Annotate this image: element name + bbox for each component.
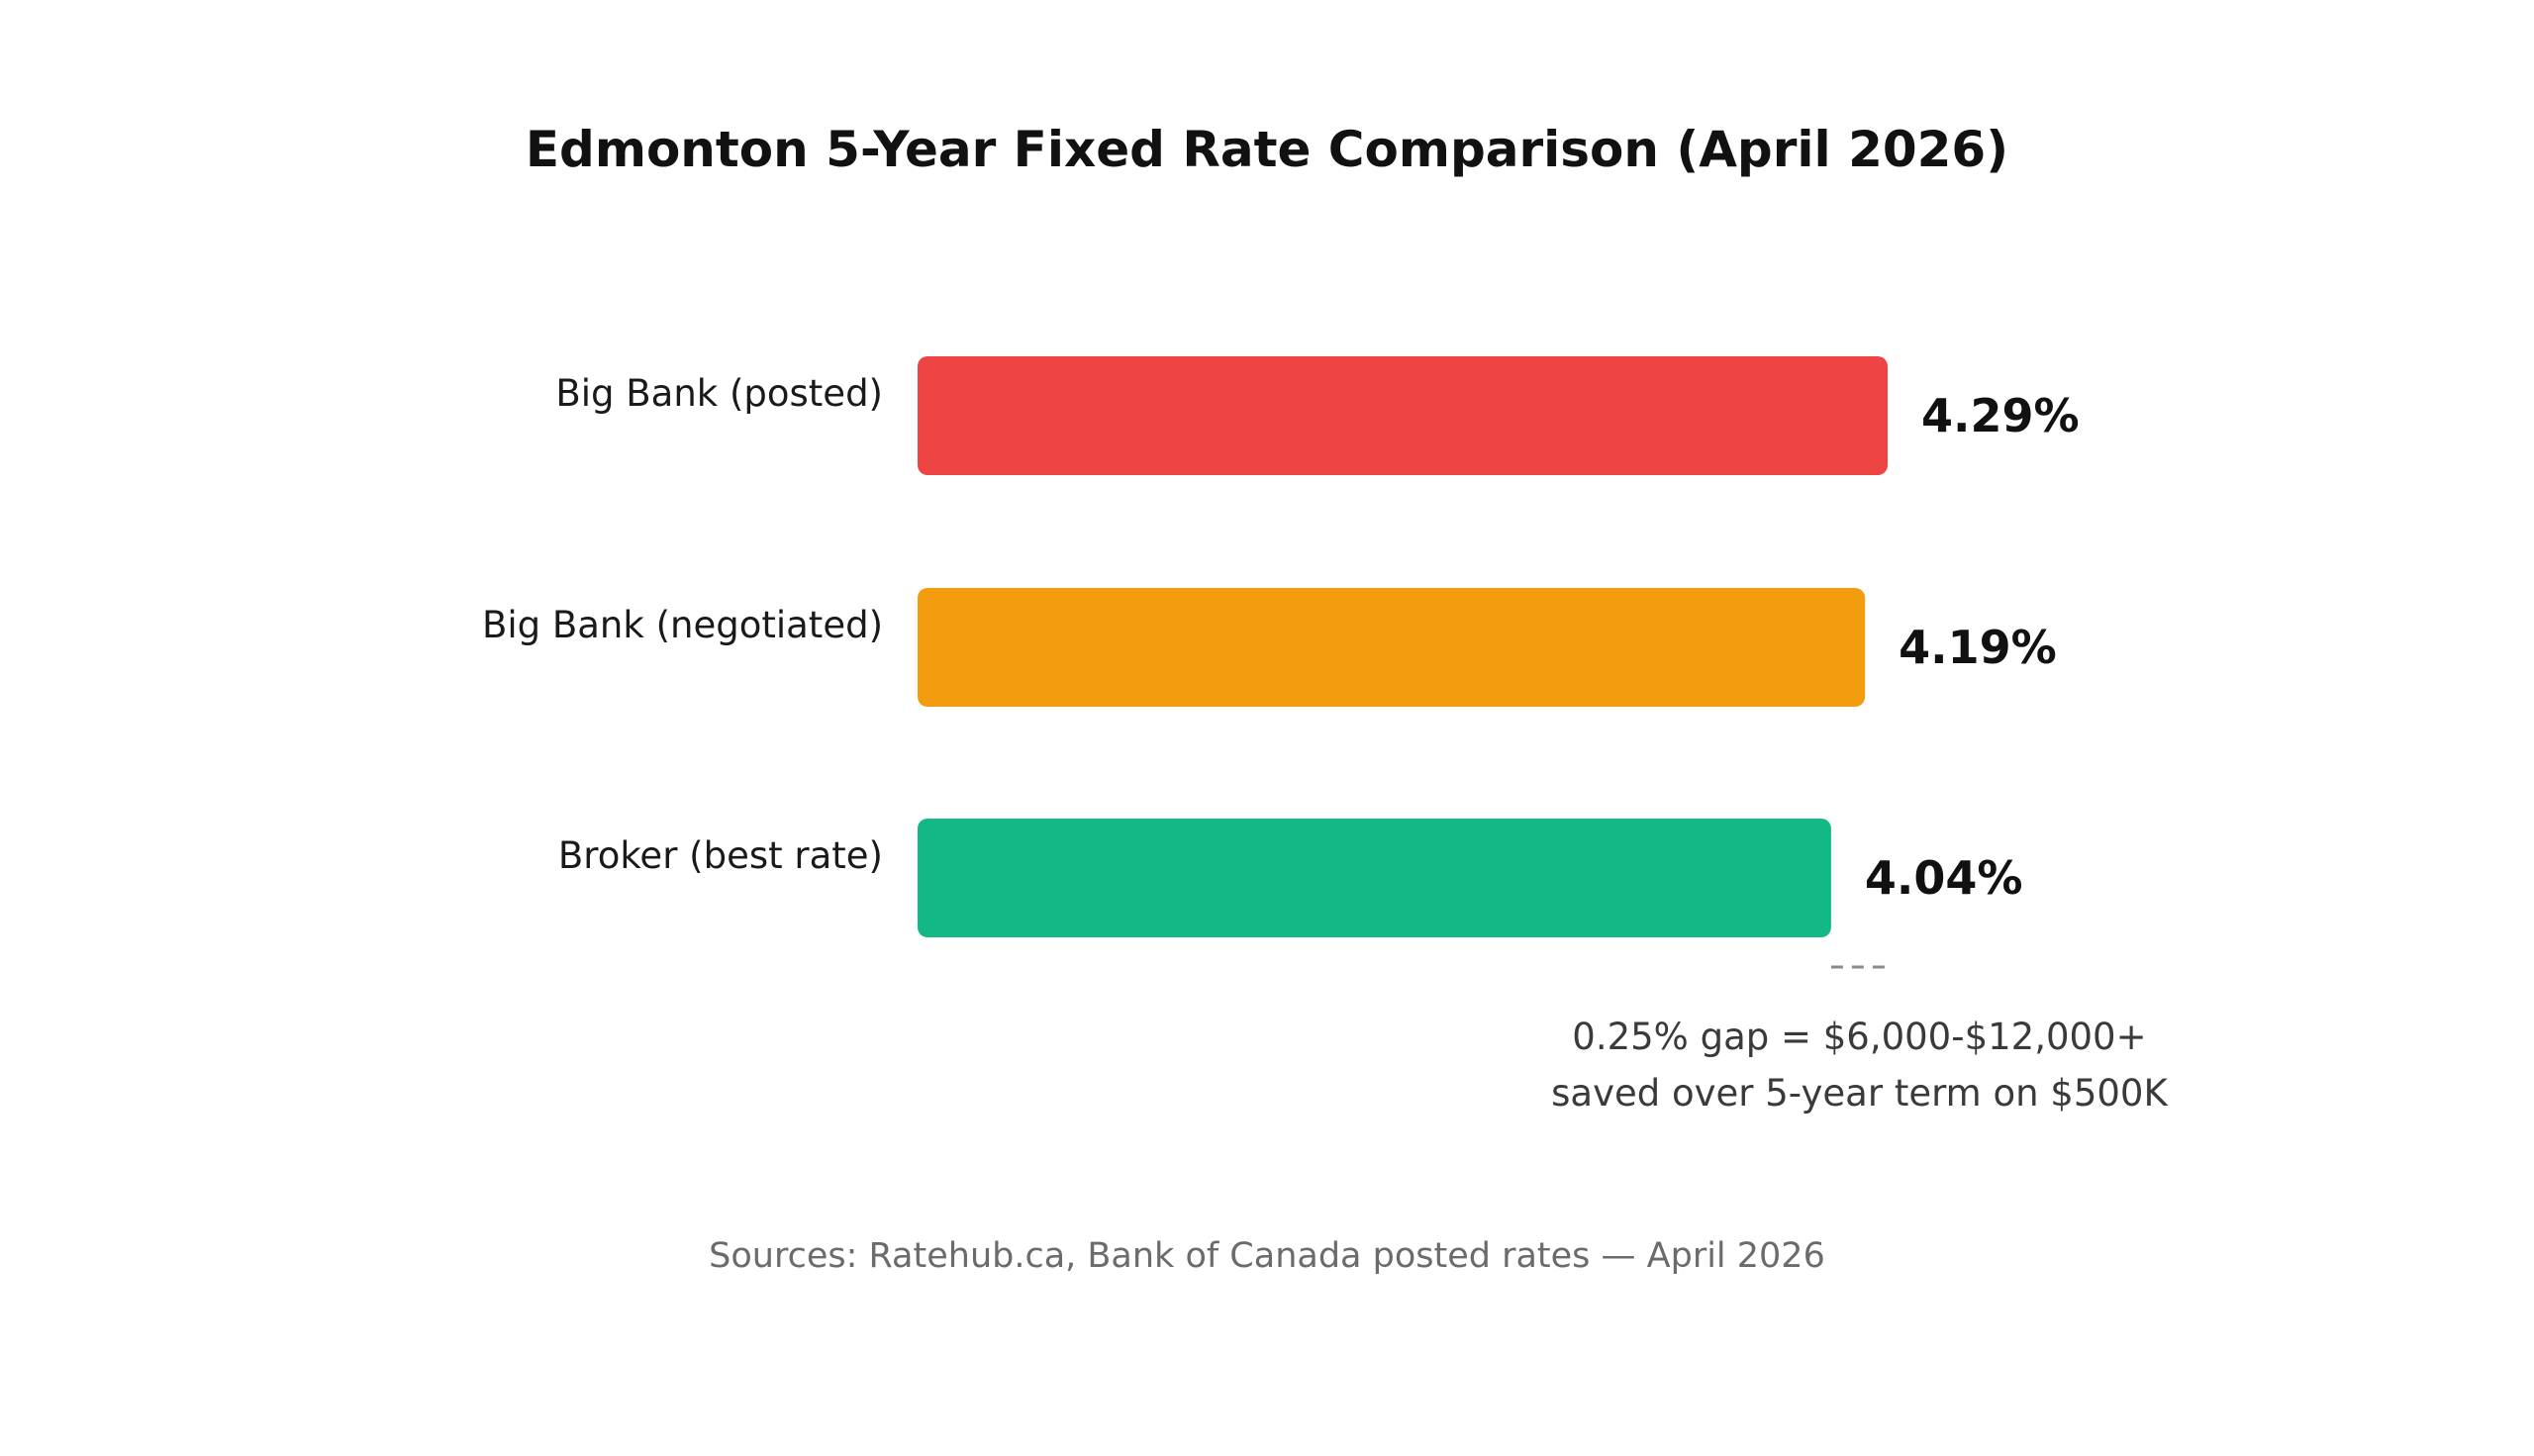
annotation-line: saved over 5-year term on $500K (1551, 1072, 2169, 1115)
value-label: 4.19% (1899, 621, 2057, 674)
category-label: Big Bank (negotiated) (482, 604, 883, 646)
category-label: Big Bank (posted) (555, 372, 883, 415)
chart-title: Edmonton 5-Year Fixed Rate Comparison (A… (526, 121, 2008, 178)
bar (918, 588, 1866, 707)
value-label: 4.04% (1865, 851, 2023, 905)
bar (918, 819, 1831, 937)
source-note: Sources: Ratehub.ca, Bank of Canada post… (709, 1236, 1825, 1276)
category-label: Broker (best rate) (558, 834, 883, 877)
value-label: 4.29% (1921, 389, 2080, 442)
bar (918, 356, 1888, 475)
annotation-line: 0.25% gap = $6,000-$12,000+ (1572, 1016, 2146, 1058)
